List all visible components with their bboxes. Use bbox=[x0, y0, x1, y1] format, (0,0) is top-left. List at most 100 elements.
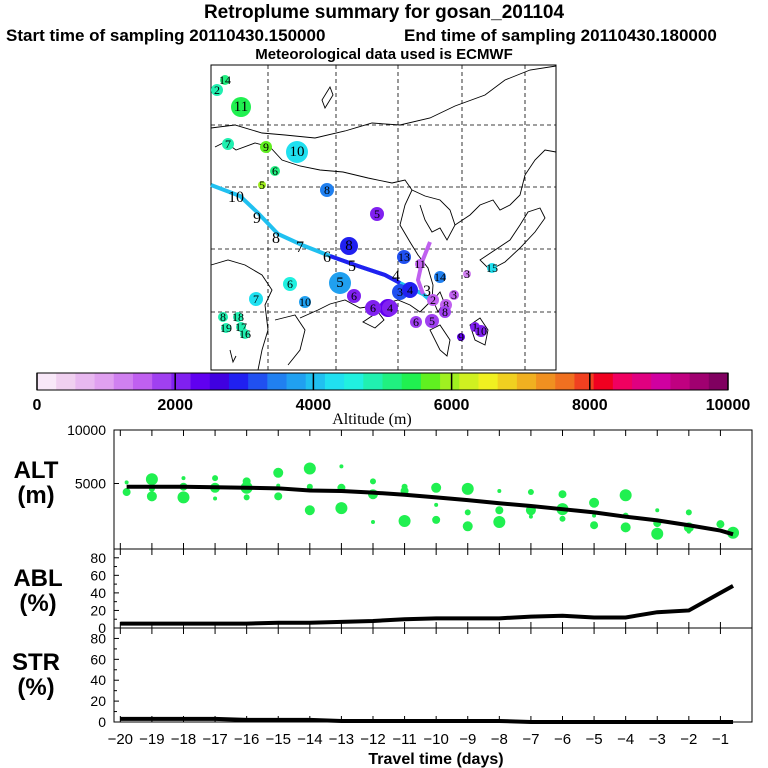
cluster-marker-dot bbox=[283, 277, 297, 291]
colorbar-swatch bbox=[497, 373, 518, 390]
trajectory-label: 5 bbox=[348, 258, 356, 275]
alt-panel-label: ALT (m) bbox=[13, 457, 59, 509]
altitude-point bbox=[527, 489, 534, 496]
cluster-marker-dot bbox=[340, 237, 358, 255]
trajectory-label: 9 bbox=[253, 210, 261, 227]
colorbar-tick-label: 2000 bbox=[157, 397, 193, 414]
cluster-marker-label: 19 bbox=[220, 321, 232, 335]
colorbar-swatch bbox=[132, 373, 153, 390]
y-tick-label: 0 bbox=[98, 620, 106, 636]
x-tick-label: −3 bbox=[649, 731, 666, 748]
altitude-point bbox=[431, 482, 442, 493]
cluster-marker-label: 4 bbox=[407, 283, 413, 297]
colorbar-swatch bbox=[478, 373, 499, 390]
cluster-marker-label: 7 bbox=[253, 292, 259, 306]
cluster-marker-dot bbox=[258, 181, 266, 189]
altitude-point bbox=[528, 514, 533, 519]
cluster-marker-label: 5 bbox=[374, 207, 380, 221]
cluster-marker: 8 bbox=[218, 310, 228, 324]
colorbar-tick-label: 6000 bbox=[434, 397, 470, 414]
altitude-point bbox=[213, 496, 218, 501]
cluster-marker-dot bbox=[449, 290, 459, 300]
cluster-marker-label: 18 bbox=[232, 310, 244, 324]
y-tick-label: 10000 bbox=[67, 422, 106, 438]
colorbar-tick-label: 10000 bbox=[706, 397, 751, 414]
altitude-point bbox=[243, 494, 250, 501]
x-tick-label: −9 bbox=[459, 731, 476, 748]
met-data-label: Meteorological data used is ECMWF bbox=[255, 46, 513, 63]
x-tick-label: −7 bbox=[522, 731, 539, 748]
cluster-marker-dot bbox=[270, 166, 280, 176]
colorbar-swatch bbox=[324, 373, 345, 390]
cluster-marker-label: 8 bbox=[324, 183, 330, 197]
x-tick-label: −4 bbox=[617, 731, 634, 748]
cluster-marker-label: 1 bbox=[472, 320, 478, 334]
cluster-marker: 19 bbox=[220, 321, 232, 335]
altitude-point bbox=[495, 506, 504, 515]
colorbar-swatch bbox=[612, 373, 633, 390]
colorbar-swatch bbox=[459, 373, 479, 390]
cluster-marker: 10 bbox=[299, 295, 311, 309]
panel-frame bbox=[113, 548, 753, 629]
cluster-marker: 5 bbox=[329, 272, 351, 294]
altitude-point bbox=[432, 515, 441, 524]
altitude-point bbox=[655, 508, 660, 513]
cluster-marker-label: 11 bbox=[234, 99, 248, 115]
colorbar-swatch bbox=[37, 373, 57, 390]
x-tick-label: −14 bbox=[297, 731, 322, 748]
colorbar-swatch bbox=[440, 373, 460, 390]
start-time-label: Start time of sampling 20110430.150000 bbox=[6, 26, 326, 45]
x-tick-label: −1 bbox=[712, 731, 729, 748]
x-tick-label: −13 bbox=[329, 731, 354, 748]
map-grid bbox=[211, 65, 556, 370]
altitude-point bbox=[370, 520, 375, 525]
y-tick-label: 40 bbox=[90, 585, 106, 601]
cluster-marker-dot bbox=[211, 84, 223, 96]
cluster-marker: 9 bbox=[260, 140, 272, 154]
colorbar-swatch bbox=[94, 373, 115, 390]
cluster-marker-label: 7 bbox=[225, 137, 231, 151]
cluster-marker-dot bbox=[463, 270, 471, 278]
cluster-marker-label: 10 bbox=[290, 144, 305, 160]
cluster-marker: 3 bbox=[463, 267, 471, 281]
cluster-marker-dot bbox=[487, 263, 497, 273]
cluster-marker-dot bbox=[370, 207, 384, 221]
altitude-point bbox=[559, 515, 566, 522]
altitude-point bbox=[592, 513, 597, 518]
colorbar-swatch bbox=[363, 373, 383, 390]
altitude-point bbox=[274, 492, 283, 501]
altitude-point bbox=[651, 527, 664, 540]
colorbar-swatch bbox=[651, 373, 671, 390]
cluster-marker: 5 bbox=[258, 178, 266, 192]
altitude-point bbox=[339, 464, 344, 469]
altitude-mean-line bbox=[126, 484, 734, 537]
y-tick-label: 0 bbox=[98, 714, 106, 730]
cluster-marker-dot bbox=[218, 312, 228, 322]
x-tick-label: −18 bbox=[171, 731, 196, 748]
cluster-marker: 4 bbox=[402, 282, 418, 298]
x-tick-label: −6 bbox=[554, 731, 571, 748]
x-tick-label: −5 bbox=[586, 731, 603, 748]
altitude-point bbox=[462, 521, 473, 532]
trajectory-label: 7 bbox=[296, 239, 304, 256]
cluster-marker-dot bbox=[220, 75, 230, 85]
x-tick-label: −11 bbox=[392, 731, 416, 748]
colorbar-swatch bbox=[209, 373, 230, 390]
cluster-marker: 6 bbox=[365, 300, 381, 316]
cluster-marker-label: 5 bbox=[429, 314, 435, 328]
cluster-marker: 16 bbox=[239, 327, 251, 341]
cluster-marker: 13 bbox=[397, 250, 411, 264]
cluster-marker-label: 6 bbox=[272, 164, 278, 178]
cluster-marker-label: 6 bbox=[287, 277, 293, 291]
cluster-marker-dot bbox=[410, 316, 422, 328]
altitude-point bbox=[369, 478, 376, 485]
trajectory-label: 4 bbox=[392, 268, 400, 285]
x-tick-label: −17 bbox=[202, 731, 227, 748]
abl-panel-label: ABL (%) bbox=[13, 565, 63, 617]
altitude-point bbox=[145, 473, 158, 486]
trajectory-recent bbox=[415, 241, 432, 295]
y-tick-label: 5000 bbox=[75, 476, 106, 492]
colorbar-swatch bbox=[344, 373, 364, 390]
